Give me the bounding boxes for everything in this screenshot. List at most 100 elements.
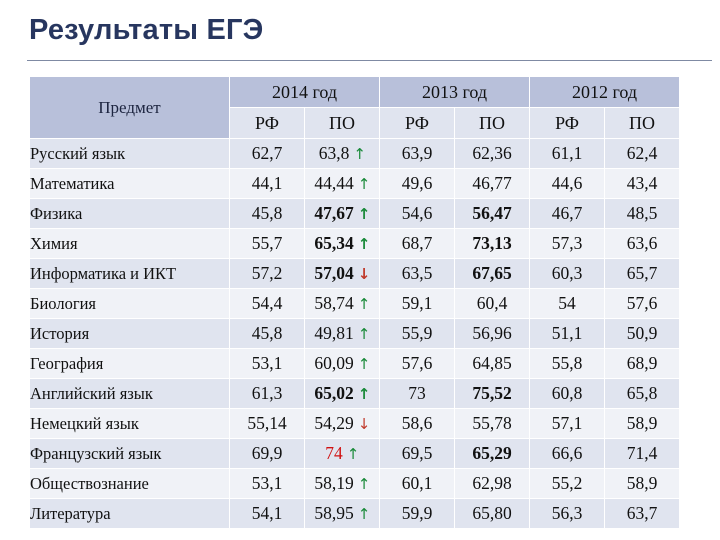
cell-rf-2013: 58,6 <box>379 408 456 439</box>
cell-po-2014: 58,95 ↑ <box>303 498 381 529</box>
cell-po-2012-value: 62,4 <box>626 143 658 163</box>
sub-header-po-2013: ПО <box>454 107 531 139</box>
arrow-down-icon: ↓ <box>357 265 371 283</box>
cell-po-2014: 54,29 ↓ <box>303 408 381 439</box>
cell-rf-2012: 60,3 <box>529 258 606 289</box>
cell-po-2013: 65,80 <box>454 498 531 529</box>
cell-po-2012: 57,6 <box>604 288 681 319</box>
subject-name: География <box>29 348 230 379</box>
cell-po-2012-value: 43,4 <box>626 173 658 193</box>
cell-rf-2012-value: 57,1 <box>551 413 583 433</box>
cell-rf-2012-value: 54 <box>558 293 576 313</box>
cell-rf-2012-value: 55,8 <box>551 353 583 373</box>
cell-po-2012: 58,9 <box>604 408 681 439</box>
cell-po-2013: 65,29 <box>454 438 531 469</box>
cell-po-2012: 58,9 <box>604 468 681 499</box>
cell-po-2012-value: 63,7 <box>626 503 658 523</box>
cell-rf-2013: 63,5 <box>379 258 456 289</box>
cell-po-2012-value: 65,8 <box>626 383 658 403</box>
cell-rf-2012: 55,8 <box>529 348 606 379</box>
results-table: Предмет 2014 год 2013 год 2012 год РФ ПО… <box>29 76 681 529</box>
cell-po-2012: 63,6 <box>604 228 681 259</box>
cell-rf-2013: 60,1 <box>379 468 456 499</box>
cell-po-2012-value: 48,5 <box>626 203 658 223</box>
subject-name: Французский язык <box>29 438 230 469</box>
cell-rf-2013-value: 59,1 <box>401 293 433 313</box>
cell-po-2013-value: 62,36 <box>472 143 512 163</box>
cell-rf-2012: 44,6 <box>529 168 606 199</box>
cell-po-2013: 56,47 <box>454 198 531 229</box>
cell-rf-2014: 53,1 <box>229 468 305 499</box>
cell-po-2014: 47,67 ↑ <box>303 198 381 229</box>
cell-po-2012-value: 58,9 <box>626 473 658 493</box>
cell-po-2012-value: 68,9 <box>626 353 658 373</box>
cell-rf-2014-value: 53,1 <box>251 353 283 373</box>
cell-po-2013: 46,77 <box>454 168 531 199</box>
cell-po-2014-value: 44,44 <box>314 173 354 193</box>
cell-po-2014: 58,74 ↑ <box>303 288 381 319</box>
cell-rf-2013-value: 69,5 <box>401 443 433 463</box>
subject-name: Математика <box>29 168 230 199</box>
cell-rf-2012: 60,8 <box>529 378 606 409</box>
cell-rf-2013-value: 49,6 <box>401 173 433 193</box>
cell-po-2012: 62,4 <box>604 138 681 169</box>
cell-rf-2013-value: 59,9 <box>401 503 433 523</box>
subject-name-value: География <box>30 353 104 373</box>
cell-rf-2014: 61,3 <box>229 378 305 409</box>
cell-po-2013: 56,96 <box>454 318 531 349</box>
cell-rf-2014: 53,1 <box>229 348 305 379</box>
cell-po-2013: 64,85 <box>454 348 531 379</box>
table-row: История 45,8 49,81 ↑ 55,9 56,96 51,1 50,9 <box>29 318 681 349</box>
cell-po-2012: 43,4 <box>604 168 681 199</box>
subject-name-value: Французский язык <box>30 443 162 463</box>
cell-rf-2013: 63,9 <box>379 138 456 169</box>
table-row: Математика 44,1 44,44 ↑ 49,6 46,77 44,6 43,4 <box>29 168 681 199</box>
arrow-up-icon: ↑ <box>357 385 371 403</box>
cell-po-2014: 60,09 ↑ <box>303 348 381 379</box>
cell-rf-2012: 54 <box>529 288 606 319</box>
cell-rf-2014-value: 54,1 <box>251 503 283 523</box>
subject-name-value: Литература <box>30 503 111 523</box>
cell-po-2014-value: 65,34 <box>314 233 354 253</box>
sub-header-po-2014: ПО <box>303 107 381 139</box>
cell-rf-2014-value: 69,9 <box>251 443 283 463</box>
subject-name-value: Физика <box>30 203 83 223</box>
cell-po-2012: 48,5 <box>604 198 681 229</box>
cell-rf-2013-value: 55,9 <box>401 323 433 343</box>
cell-rf-2012: 51,1 <box>529 318 606 349</box>
cell-rf-2014-value: 61,3 <box>251 383 283 403</box>
arrow-up-icon: ↑ <box>357 355 371 373</box>
sub-header-rf-2012: РФ <box>529 107 606 139</box>
year-header-2013: 2013 год <box>379 76 531 108</box>
cell-rf-2012-value: 55,2 <box>551 473 583 493</box>
cell-rf-2012-value: 60,8 <box>551 383 583 403</box>
cell-po-2012-value: 65,7 <box>626 263 658 283</box>
subject-name-value: Химия <box>30 233 78 253</box>
cell-po-2014: 57,04 ↓ <box>303 258 381 289</box>
cell-rf-2013: 73 <box>379 378 456 409</box>
cell-rf-2013-value: 68,7 <box>401 233 433 253</box>
cell-po-2014-value: 58,74 <box>314 293 354 313</box>
cell-po-2014-value: 60,09 <box>314 353 354 373</box>
cell-po-2014: 58,19 ↑ <box>303 468 381 499</box>
arrow-up-icon: ↑ <box>357 205 371 223</box>
cell-rf-2014: 69,9 <box>229 438 305 469</box>
year-header-2012: 2012 год <box>529 76 681 108</box>
cell-rf-2012: 56,3 <box>529 498 606 529</box>
cell-po-2013-value: 75,52 <box>472 383 512 403</box>
page-title: Результаты ЕГЭ <box>29 14 264 46</box>
cell-rf-2013-value: 58,6 <box>401 413 433 433</box>
arrow-up-icon: ↑ <box>357 505 371 523</box>
cell-rf-2013: 54,6 <box>379 198 456 229</box>
cell-po-2013-value: 46,77 <box>472 173 512 193</box>
table-row: Английский язык 61,3 65,02 ↑ 73 75,52 60,8 65,8 <box>29 378 681 409</box>
cell-po-2013: 75,52 <box>454 378 531 409</box>
cell-po-2014: 49,81 ↑ <box>303 318 381 349</box>
arrow-up-icon: ↑ <box>357 295 371 313</box>
cell-po-2014: 44,44 ↑ <box>303 168 381 199</box>
cell-po-2013: 62,98 <box>454 468 531 499</box>
arrow-up-icon: ↑ <box>357 325 371 343</box>
subject-name: Русский язык <box>29 138 230 169</box>
subject-name-value: Информатика и ИКТ <box>30 263 177 283</box>
table-row: Физика 45,8 47,67 ↑ 54,6 56,47 46,7 48,5 <box>29 198 681 229</box>
